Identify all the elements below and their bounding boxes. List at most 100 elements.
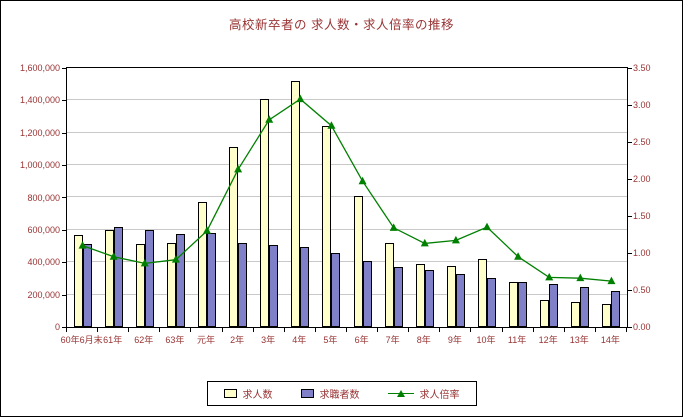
right-axis-label: 0.00: [633, 322, 651, 332]
plot-area: [66, 67, 628, 328]
right-axis-label: 1.50: [633, 211, 651, 221]
gridline: [67, 261, 627, 262]
bar-job-seekers: [238, 243, 248, 327]
gridline: [67, 294, 627, 295]
legend-item-job-seekers: 求職者数: [300, 386, 360, 401]
bar-job-openings: [166, 243, 176, 327]
x-axis-labels: 60年6月末 61年 62年 63年 元年 2年 3年 4年 5年 6年 7年 8年 9年 10年 11年 1…: [61, 333, 628, 347]
x-tick: [314, 328, 316, 332]
bar-job-openings: [540, 300, 550, 327]
right-axis-label: 2.50: [633, 137, 651, 147]
x-axis-label: 元年: [196, 335, 216, 345]
legend-label-job-openings: 求人数: [242, 390, 273, 401]
left-tick: [62, 165, 66, 166]
x-tick: [532, 328, 534, 332]
bar-job-seekers: [424, 270, 434, 327]
right-axis-label: 1.00: [633, 248, 651, 258]
left-axis-label: 600,000: [27, 224, 60, 235]
bar-job-openings: [571, 302, 581, 327]
left-axis-label: 0: [54, 322, 60, 332]
bar-job-openings: [353, 196, 363, 327]
left-tick: [62, 68, 66, 69]
left-axis-label: 200,000: [27, 289, 60, 300]
x-tick: [594, 328, 596, 332]
x-tick: [159, 328, 161, 332]
left-tick: [62, 295, 66, 296]
right-axis-ticks: [628, 67, 632, 328]
bar-job-openings: [509, 282, 519, 327]
bar-job-seekers: [549, 284, 559, 327]
bar-job-openings: [478, 259, 487, 327]
x-tick: [439, 328, 441, 332]
bar-job-seekers: [207, 233, 216, 327]
x-tick: [283, 328, 285, 332]
triangle-marker: [396, 390, 405, 397]
right-axis-label: 3.00: [633, 100, 651, 110]
x-axis-label: 5年: [323, 335, 338, 345]
bar-job-seekers: [113, 227, 123, 327]
x-axis-label: 63年: [165, 335, 185, 345]
legend-label-job-seekers: 求職者数: [319, 390, 360, 401]
bar-job-openings: [415, 264, 425, 327]
bar-job-seekers: [144, 230, 154, 327]
right-tick: [628, 253, 632, 254]
left-axis-label: 1,600,000: [19, 63, 60, 73]
x-tick: [346, 328, 347, 332]
bar-job-seekers: [455, 274, 465, 327]
legend-item-ratio: 求人倍率: [387, 386, 460, 401]
x-axis-label: 8年: [416, 335, 431, 345]
right-tick: [628, 290, 632, 291]
x-tick: [190, 328, 192, 332]
x-tick: [470, 328, 472, 332]
legend-label-ratio: 求人倍率: [419, 390, 460, 401]
bar-job-openings: [260, 99, 270, 327]
bar-job-seekers: [487, 278, 496, 327]
bar-job-openings: [104, 230, 114, 327]
x-axis-label: 7年: [385, 335, 400, 345]
x-axis-label: 9年: [447, 335, 462, 345]
bar-job-openings: [73, 235, 83, 327]
x-axis-label: 2年: [230, 335, 245, 345]
bar-job-seekers: [82, 244, 92, 327]
bar-job-seekers: [331, 253, 341, 327]
left-axis-ticks: [62, 67, 66, 328]
legend-item-job-openings: 求人数: [223, 386, 273, 401]
legend: 求人数 求職者数 求人倍率: [1, 381, 682, 406]
x-tick: [377, 328, 379, 332]
x-tick: [252, 328, 254, 332]
bar-job-seekers: [580, 287, 590, 327]
left-tick: [62, 133, 66, 134]
bar-job-openings: [229, 147, 239, 327]
bar-job-seekers: [362, 261, 372, 327]
left-axis-label: 1,200,000: [19, 127, 60, 138]
bar-job-openings: [198, 202, 207, 327]
x-axis-label: 10年: [476, 335, 496, 345]
ratio-line: [78, 94, 616, 285]
gridline: [67, 164, 627, 165]
x-axis-label: 3年: [261, 335, 276, 345]
x-tick: [626, 328, 627, 332]
chart-title: 高校新卒者の 求人数・求人倍率の推移: [229, 18, 454, 32]
left-axis-label: 1,000,000: [19, 160, 60, 171]
gridline: [67, 229, 627, 230]
bar-job-seekers: [175, 234, 185, 327]
left-tick: [62, 197, 66, 198]
left-axis-label: 400,000: [27, 257, 60, 268]
job-seekers-swatch-icon: [300, 389, 314, 398]
x-tick: [408, 328, 410, 332]
right-axis-label: 3.50: [633, 63, 651, 73]
x-axis-label: 13年: [569, 335, 589, 345]
left-axis-label: 1,400,000: [19, 95, 60, 106]
bar-job-openings: [135, 244, 145, 327]
x-axis-label: 60年6月末: [60, 335, 103, 345]
legend-box: 求人数 求職者数 求人倍率: [206, 381, 477, 406]
job-openings-swatch-icon: [223, 389, 237, 398]
x-tick: [563, 328, 565, 332]
right-tick: [628, 68, 632, 69]
bar-job-seekers: [269, 245, 279, 327]
x-axis-label: 6年: [354, 335, 369, 345]
gridline: [67, 196, 627, 197]
right-tick: [628, 327, 632, 328]
right-tick: [628, 105, 632, 106]
